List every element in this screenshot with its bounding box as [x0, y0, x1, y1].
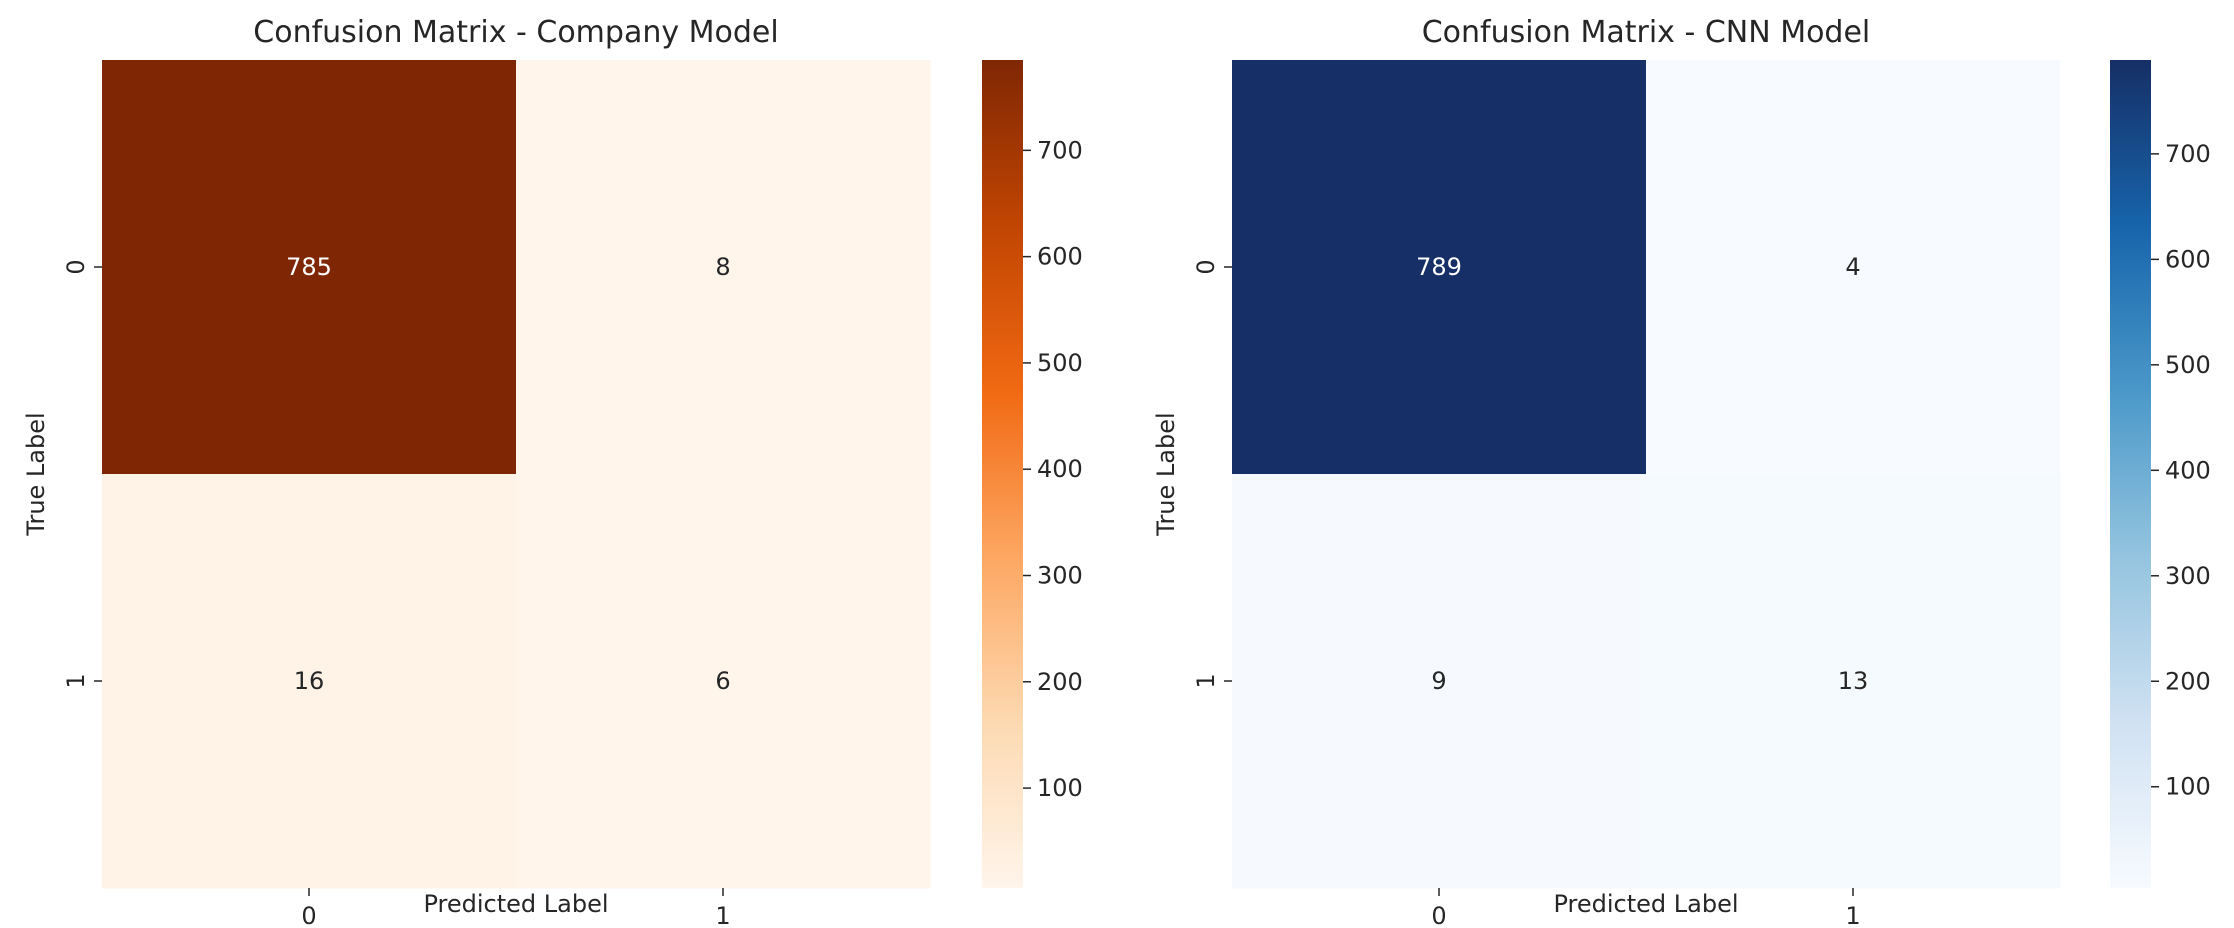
cell-value-label: 6: [715, 667, 730, 695]
colorbar: [2110, 60, 2151, 888]
y-tick-label: 1: [1192, 673, 1220, 688]
heatmap-cell-r0-c0: [1232, 60, 1647, 475]
heatmap-cell-r1-c0: [1232, 474, 1647, 889]
heatmap-panel-1: Confusion Matrix - CNN Model 789 4 9 13 0 1 0 1 P…: [1152, 15, 2211, 928]
colorbar-tick-label: 200: [2165, 667, 2211, 695]
colorbar-tick-label: 200: [1037, 668, 1083, 696]
heatmap-cell-r1-c1: [516, 474, 931, 889]
heatmap-cell-r0-c0: [102, 60, 517, 475]
colorbar-tick-label: 100: [1037, 774, 1083, 802]
colorbar-tick-label: 400: [1037, 455, 1083, 483]
cell-value-label: 785: [286, 253, 332, 281]
cell-value-label: 8: [715, 253, 730, 281]
x-axis-label: Predicted Label: [423, 890, 608, 918]
heatmap-cell-r0-c1: [516, 60, 931, 475]
colorbar-tick-label: 500: [1037, 349, 1083, 377]
x-tick-label: 1: [715, 902, 730, 928]
colorbar: [982, 60, 1023, 888]
colorbar-tick-label: 400: [2165, 456, 2211, 484]
x-tick-label: 1: [1845, 902, 1860, 928]
chart-title: Confusion Matrix - CNN Model: [1422, 15, 1871, 50]
y-axis-label: True Label: [1152, 412, 1180, 536]
heatmap-cell-r1-c1: [1646, 474, 2061, 889]
y-tick-label: 0: [1192, 259, 1220, 274]
heatmap-cell-r0-c1: [1646, 60, 2061, 475]
cell-value-label: 789: [1416, 253, 1462, 281]
colorbar-tick-label: 100: [2165, 773, 2211, 801]
x-axis-label: Predicted Label: [1553, 890, 1738, 918]
y-axis-label: True Label: [22, 412, 50, 536]
cell-value-label: 16: [294, 667, 325, 695]
cell-value-label: 4: [1845, 253, 1860, 281]
colorbar-tick-label: 700: [2165, 140, 2211, 168]
x-tick-label: 0: [301, 902, 316, 928]
y-tick-label: 0: [62, 259, 90, 274]
cell-value-label: 9: [1431, 667, 1446, 695]
x-tick-label: 0: [1431, 902, 1446, 928]
colorbar-tick-label: 600: [2165, 245, 2211, 273]
colorbar-tick-label: 300: [2165, 562, 2211, 590]
colorbar-tick-label: 700: [1037, 136, 1083, 164]
y-tick-label: 1: [62, 673, 90, 688]
cell-value-label: 13: [1838, 667, 1869, 695]
colorbar-tick-label: 300: [1037, 562, 1083, 590]
colorbar-tick-label: 500: [2165, 351, 2211, 379]
colorbar-tick-label: 600: [1037, 243, 1083, 271]
chart-title: Confusion Matrix - Company Model: [253, 15, 778, 50]
heatmap-cell-r1-c0: [102, 474, 517, 889]
